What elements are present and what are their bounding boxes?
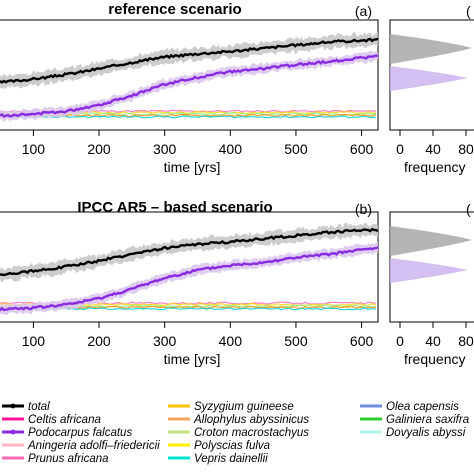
legend-item: Aningeria adolfi–friedericii xyxy=(2,440,160,452)
legend-item: Syzygium guineese xyxy=(168,401,294,413)
histogram-podocarpus xyxy=(390,258,468,283)
legend-item: Prunus africana xyxy=(2,453,109,465)
legend-label: Dovyalis abyssi xyxy=(386,427,466,439)
series-line xyxy=(0,37,379,84)
legend-dot xyxy=(10,429,16,435)
side-x-tick-label: 80 xyxy=(458,141,474,157)
series-line xyxy=(0,54,379,118)
x-tick-label: 600 xyxy=(350,141,374,157)
side-x-axis-label: frequency xyxy=(404,351,465,367)
legend-item: Dovyalis abyssi xyxy=(360,427,466,439)
legend-label: Podocarpus falcatus xyxy=(28,427,132,439)
legend-label: Celtis africana xyxy=(28,414,101,426)
legend-item: Olea capensis xyxy=(360,401,459,413)
x-tick-label: 300 xyxy=(153,141,177,157)
x-tick-label: 100 xyxy=(22,333,46,349)
legend-item: Polyscias fulva xyxy=(168,440,270,452)
x-tick-label: 300 xyxy=(153,333,177,349)
legend-label: Croton macrostachyus xyxy=(194,427,309,439)
x-tick-label: 400 xyxy=(219,141,243,157)
species-line xyxy=(0,115,377,119)
panel-a xyxy=(0,19,474,136)
legend-label: Polyscias fulva xyxy=(194,440,270,452)
series-line xyxy=(0,246,379,312)
legend-item: Celtis africana xyxy=(2,414,101,426)
legend-item: Allophylus abyssinicus xyxy=(168,414,309,426)
x-tick-label: 200 xyxy=(87,333,111,349)
x-axis-label: time [yrs] xyxy=(164,351,221,367)
plot-frame xyxy=(0,19,379,131)
legend-item: total xyxy=(2,401,50,413)
legend-label: Syzygium guineese xyxy=(194,401,294,413)
legend-label: Olea capensis xyxy=(386,401,459,413)
legend-label: Aningeria adolfi–friedericii xyxy=(27,440,160,452)
plot-frame xyxy=(0,211,379,323)
legend-label: Prunus africana xyxy=(28,453,109,465)
histogram-total xyxy=(390,226,472,256)
histogram-podocarpus xyxy=(390,66,468,91)
panel-title: IPCC AR5 – based scenario xyxy=(77,199,272,216)
x-tick-label: 200 xyxy=(87,141,111,157)
legend-item: Podocarpus falcatus xyxy=(2,427,132,439)
legend-item: Galiniera saxifra xyxy=(360,414,469,426)
histogram-total xyxy=(390,34,472,64)
series-line xyxy=(0,227,379,277)
x-tick-label: 500 xyxy=(284,141,308,157)
panel-letter: (b) xyxy=(355,201,372,217)
side-x-tick-label: 80 xyxy=(458,333,474,349)
x-tick-label: 100 xyxy=(22,141,46,157)
side-panel-letter: ( xyxy=(466,3,471,19)
legend-label: Allophylus abyssinicus xyxy=(193,414,309,426)
legend-label: Vepris dainellii xyxy=(194,453,268,465)
side-x-tick-label: 0 xyxy=(396,141,404,157)
legend-item: Vepris dainellii xyxy=(168,453,268,465)
legend-item: Croton macrostachyus xyxy=(168,427,309,439)
legend-label: total xyxy=(28,401,50,413)
panel-letter: (a) xyxy=(355,3,372,19)
x-tick-label: 600 xyxy=(350,333,374,349)
x-tick-label: 500 xyxy=(284,333,308,349)
x-axis-label: time [yrs] xyxy=(164,159,221,175)
side-panel-letter: ( xyxy=(466,201,471,217)
x-tick-label: 400 xyxy=(219,333,243,349)
panel-title: reference scenario xyxy=(108,1,241,18)
panel-b xyxy=(0,211,474,328)
side-x-tick-label: 40 xyxy=(425,141,441,157)
legend-label: Galiniera saxifra xyxy=(386,414,469,426)
side-x-axis-label: frequency xyxy=(404,159,465,175)
side-x-tick-label: 0 xyxy=(396,333,404,349)
legend-dot xyxy=(10,403,16,409)
side-x-tick-label: 40 xyxy=(425,333,441,349)
